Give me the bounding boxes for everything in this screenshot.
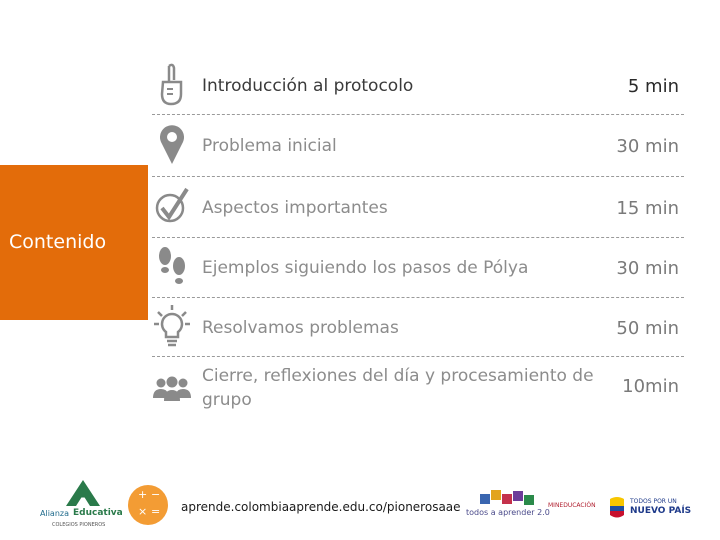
agenda-item-label: Aspectos importantes [202,198,388,218]
mineducacion-logo: MINEDUCACIÓN [548,502,604,514]
alianza-line2: Educativa [73,508,123,518]
minus-symbol: − [151,488,161,501]
row-divider [152,237,684,238]
agenda-item-label: Ejemplos siguiendo los pasos de Pólya [202,258,529,278]
contenido-block [0,165,148,320]
colombia-flag-icon [610,497,624,518]
contenido-label: Contenido [9,231,107,253]
footprints-icon [150,244,194,288]
agenda-item-label: Introducción al protocolo [202,76,414,96]
agenda-row-aspectos: Aspectos importantes 15 min [150,184,685,232]
alianza-a-icon [66,480,100,506]
agenda-item-time: 50 min [616,318,679,339]
alianza-sub: COLEGIOS PIONEROS [52,522,106,528]
row-divider [152,297,684,298]
color-blocks-icon [480,490,534,505]
agenda-item-time: 5 min [627,76,679,97]
agenda-row-resolvamos: Resolvamos problemas 50 min [150,304,685,352]
agenda-item-label: Resolvamos problemas [202,318,399,338]
agenda-item-time: 15 min [616,198,679,219]
agenda-row-introduccion: Introducción al protocolo 5 min [150,62,685,110]
agenda-item-time: 30 min [616,136,679,157]
agenda-item-label: Cierre, reflexiones del día y procesamie… [202,366,594,410]
row-divider [152,114,684,115]
lightbulb-icon [150,304,194,348]
alianza-educativa-logo: Alianza Educativa COLEGIOS PIONEROS [38,478,128,534]
checkmark-circle-icon [150,184,194,228]
agenda-row-ejemplos: Ejemplos siguiendo los pasos de Pólya 30… [150,244,685,292]
row-divider [152,356,684,357]
agenda-item-time: 10min [622,376,679,397]
times-symbol: × [138,505,148,518]
footer-url-link[interactable]: aprende.colombiaaprende.edu.co/pionerosa… [181,500,461,514]
mineducacion-text: MINEDUCACIÓN [548,502,596,509]
gov-line2: NUEVO PAÍS [630,506,692,516]
agenda-row-problema: Problema inicial 30 min [150,122,685,170]
agenda-row-cierre: Cierre, reflexiones del día y procesamie… [150,362,685,414]
plus-symbol: + [138,488,148,501]
todos-a-aprender-logo: todos a aprender 2.0 [466,488,550,524]
group-icon [150,368,194,412]
alianza-line1: Alianza [40,509,69,518]
row-divider [152,176,684,177]
todos-text: todos a aprender 2.0 [466,508,550,517]
agenda-item-label: Problema inicial [202,136,337,156]
equals-symbol: = [151,505,161,518]
map-pin-icon [150,122,194,166]
agenda-item-time: 30 min [616,258,679,279]
gov-line1: TODOS POR UN [630,498,677,505]
hand-pointing-icon [150,62,194,106]
nuevo-pais-logo: TODOS POR UN NUEVO PAÍS [606,494,691,528]
math-symbols-logo: + − × = [128,485,168,525]
